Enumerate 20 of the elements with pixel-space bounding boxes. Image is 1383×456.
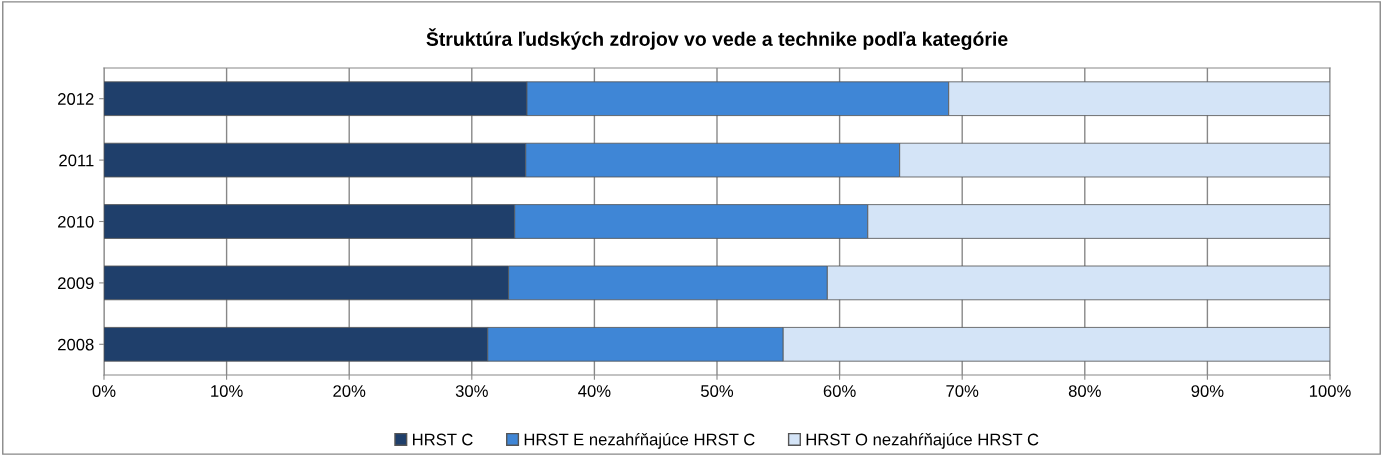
chart-title: Štruktúra ľudských zdrojov vo vede a technike podľa kategórie (426, 28, 1008, 50)
x-tick-label: 80% (1068, 385, 1101, 397)
legend-label: HRST E nezahŕňajúce HRST C (524, 432, 755, 449)
legend-label: HRST C (413, 433, 473, 446)
x-tick-label: 50% (700, 385, 734, 397)
y-tick-label: 2011 (59, 154, 94, 167)
x-tick-label: 0% (92, 385, 116, 397)
x-tick-label: 30% (455, 385, 488, 397)
x-tick-label: 40% (578, 385, 611, 397)
x-tick-label: 60% (823, 385, 856, 397)
x-tick-label: 20% (333, 385, 366, 397)
x-tick-label: 100% (1309, 385, 1351, 397)
legend-label: HRST O nezahŕňajúce HRST C (806, 432, 1039, 449)
y-tick-label: 2008 (58, 338, 94, 351)
x-tick-label: 10% (211, 385, 243, 397)
x-tick-label: 70% (946, 385, 979, 397)
y-tick-label: 2009 (58, 277, 94, 290)
x-tick-label: 90% (1191, 385, 1224, 397)
y-tick-label: 2010 (58, 215, 94, 228)
y-tick-label: 2012 (58, 93, 94, 105)
